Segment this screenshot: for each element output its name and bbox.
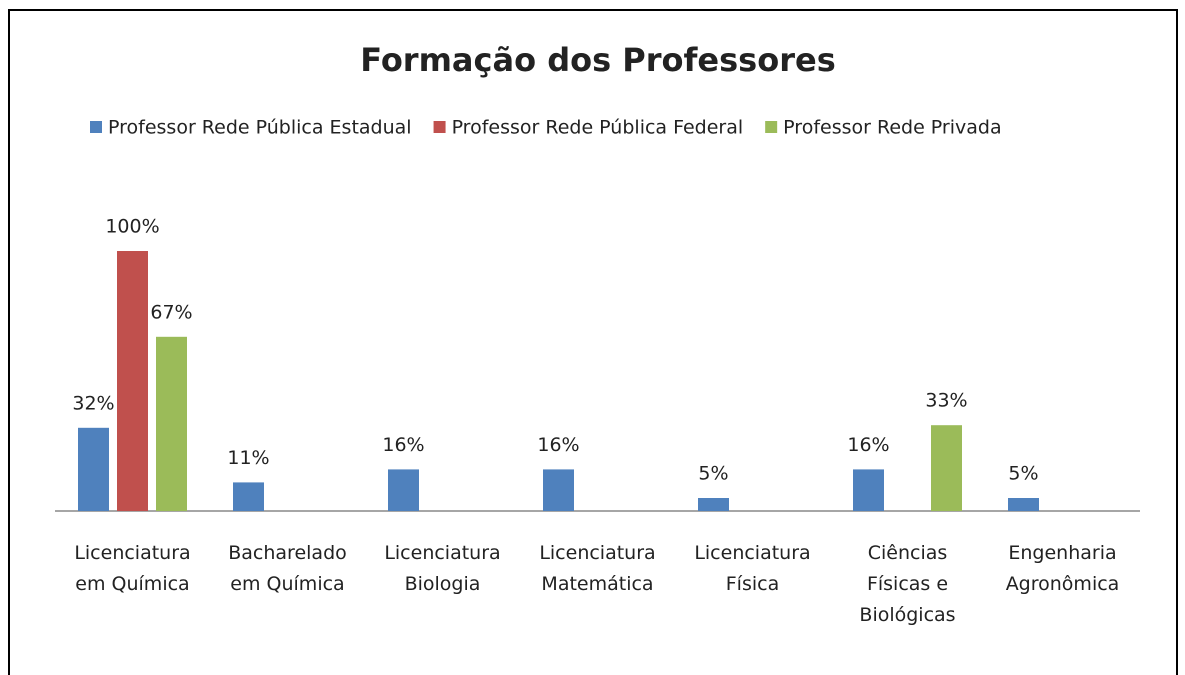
bar (117, 251, 148, 511)
data-label: 67% (150, 301, 192, 323)
chart-title: Formação dos Professores (360, 41, 835, 79)
legend-swatch (90, 121, 102, 133)
bar (388, 469, 419, 511)
bar (1008, 498, 1039, 511)
x-tick-label: Licenciatura Matemática (539, 542, 656, 595)
legend-swatch (433, 121, 446, 133)
x-tick-label: Engenharia Agronômica (1005, 542, 1120, 595)
legend-label: Professor Rede Privada (783, 117, 1001, 139)
data-label: 32% (72, 392, 114, 414)
data-label: 5% (698, 463, 728, 485)
legend-swatch (765, 121, 778, 133)
bar (853, 469, 884, 511)
x-tick-label: Licenciatura Biologia (384, 542, 501, 595)
x-tick-label: Ciências Físicas e Biológicas (859, 542, 956, 626)
data-label: 16% (537, 434, 579, 456)
bar (233, 482, 264, 511)
frame (8, 9, 1178, 675)
legend-label: Professor Rede Pública Federal (452, 117, 744, 139)
bar (931, 425, 962, 511)
data-label: 100% (105, 216, 159, 238)
data-label: 11% (227, 447, 269, 469)
bar (156, 336, 187, 511)
x-tick-label: Bacharelado em Química (228, 542, 347, 595)
bar (78, 427, 109, 511)
data-label: 5% (1008, 463, 1038, 485)
x-tick-label: Licenciatura Física (694, 542, 811, 595)
data-label: 16% (382, 434, 424, 456)
legend-label: Professor Rede Pública Estadual (108, 117, 412, 139)
data-label: 16% (847, 434, 889, 456)
x-tick-label: Licenciatura em Química (74, 542, 191, 595)
bar (698, 498, 729, 511)
bar (543, 469, 574, 511)
data-label: 33% (925, 390, 967, 412)
